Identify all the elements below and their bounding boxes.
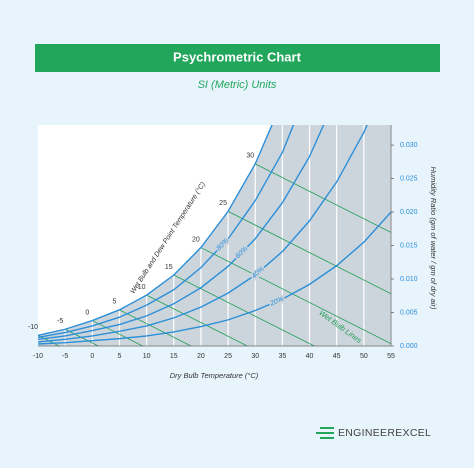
logo-icon [316, 427, 334, 439]
wet-bulb-line [173, 274, 315, 346]
x-tick-label: -10 [33, 353, 43, 360]
y-tick-label: 0.010 [400, 276, 418, 283]
x-tick-label: 10 [143, 353, 151, 360]
wet-bulb-line [119, 309, 192, 346]
x-tick-label: 20 [197, 353, 205, 360]
y-tick-label: 0.015 [400, 242, 418, 249]
rh-label-bg [214, 236, 232, 254]
rh-curve [38, 125, 368, 343]
y-tick-label: 0.025 [400, 175, 418, 182]
x-tick-label: 15 [170, 353, 178, 360]
x-tick-label: 45 [333, 353, 341, 360]
wet-bulb-line [200, 247, 391, 345]
wet-bulb-tick-label: 20 [192, 236, 200, 243]
y-tick-label: 0.030 [400, 142, 418, 149]
x-tick-label: 30 [251, 353, 259, 360]
logo-text: ENGINEEREXCEL [338, 427, 431, 439]
wet-bulb-tick-label: 25 [219, 200, 227, 207]
rh-label-bg [268, 294, 286, 309]
chart-title: Psychrometric Chart [173, 49, 302, 64]
wet-bulb-line [227, 211, 391, 295]
wet-bulb-line [92, 320, 143, 346]
wet-bulb-tick-label: 10 [138, 284, 146, 291]
x-axis-label: Dry Bulb Temperature (°C) [170, 371, 259, 380]
x-tick-label: 40 [306, 353, 314, 360]
rh-curve [38, 125, 295, 338]
wet-bulb-tick-label: 15 [165, 264, 173, 271]
x-tick-label: 0 [90, 353, 94, 360]
wet-bulb-tick-label: 5 [113, 299, 117, 306]
wet-bulb-tick-label: -10 [28, 324, 38, 331]
chart-subtitle: SI (Metric) Units [198, 79, 277, 91]
rh-label-bg [249, 264, 267, 281]
x-tick-label: 5 [118, 353, 122, 360]
saturation-curve [38, 125, 273, 336]
wet-bulb-tick-label: 30 [246, 153, 254, 160]
x-tick-label: 25 [224, 353, 232, 360]
title-banner [35, 44, 440, 72]
x-tick-label: -5 [62, 353, 68, 360]
y-tick-label: 0.020 [400, 209, 418, 216]
y-tick-label: 0.005 [400, 309, 418, 316]
saturated-region [38, 125, 391, 346]
plot-area [38, 125, 391, 346]
wet-bulb-tick-label: 0 [85, 309, 89, 316]
rh-label-bg [233, 244, 251, 262]
x-tick-label: 35 [278, 353, 286, 360]
wet-bulb-tick-label: -5 [57, 318, 63, 325]
y-tick-label: 0.000 [400, 343, 418, 350]
y-axis-label: Humidity Ratio (gm of water / gm of dry … [429, 167, 438, 310]
rh-curve [38, 211, 391, 345]
wet-bulb-line [255, 163, 391, 233]
x-tick-label: 50 [360, 353, 368, 360]
wet-bulb-line [146, 294, 248, 346]
x-tick-label: 55 [387, 353, 395, 360]
rh-curve [38, 125, 325, 340]
